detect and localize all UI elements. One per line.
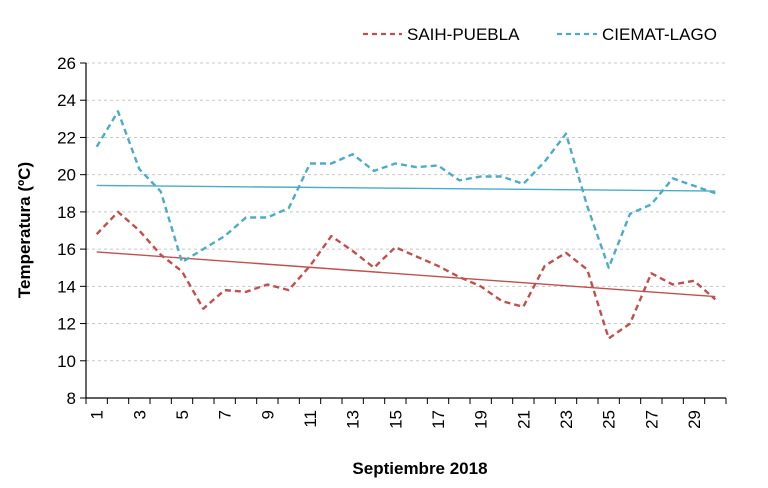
x-tick-label: 3 <box>130 410 149 419</box>
y-tick-label: 16 <box>57 240 76 259</box>
axes <box>80 62 727 404</box>
x-tick-label: 21 <box>514 410 533 429</box>
y-tick-label: 22 <box>57 128 76 147</box>
y-tick-label: 24 <box>57 91 76 110</box>
gridlines <box>86 62 726 362</box>
x-tick-label: 29 <box>685 410 704 429</box>
trendline-ciemat-lago <box>96 184 716 192</box>
x-tick-label: 15 <box>386 410 405 429</box>
y-axis-title: Temperatura (ºC) <box>15 162 34 298</box>
y-tick-label: 14 <box>57 277 76 296</box>
y-tick-labels: 8 10 12 14 16 18 20 22 24 26 <box>57 54 76 408</box>
x-tick-label: 5 <box>173 410 192 419</box>
series-line-ciemat-lago <box>95 110 716 269</box>
legend-item-saih-puebla: SAIH-PUEBLA <box>363 25 520 44</box>
x-axis-title: Septiembre 2018 <box>352 459 487 478</box>
y-tick-label: 10 <box>57 352 76 371</box>
x-tick-labels: 1 3 5 7 9 11 13 15 17 19 21 23 25 27 29 <box>88 410 704 429</box>
series-lines <box>95 110 717 340</box>
x-tick-label: 1 <box>88 410 107 419</box>
x-tick-label: 13 <box>344 410 363 429</box>
series-line-saih-puebla <box>95 210 717 340</box>
legend-label-saih-puebla: SAIH-PUEBLA <box>407 25 520 44</box>
y-tick-label: 20 <box>57 166 76 185</box>
x-tick-label: 9 <box>258 410 277 419</box>
y-tick-label: 12 <box>57 315 76 334</box>
legend-item-ciemat-lago: CIEMAT-LAGO <box>557 25 717 44</box>
x-tick-label: 23 <box>557 410 576 429</box>
trendlines <box>96 184 716 298</box>
y-tick-label: 26 <box>57 54 76 73</box>
x-tick-label: 17 <box>429 410 448 429</box>
trendline-saih-puebla <box>96 251 716 298</box>
legend: SAIH-PUEBLA CIEMAT-LAGO <box>363 25 717 44</box>
y-tick-label: 18 <box>57 203 76 222</box>
x-tick-label: 19 <box>472 410 491 429</box>
x-tick-label: 25 <box>600 410 619 429</box>
y-tick-label: 8 <box>67 389 76 408</box>
legend-label-ciemat-lago: CIEMAT-LAGO <box>602 25 717 44</box>
x-tick-label: 7 <box>216 410 235 419</box>
x-tick-label: 27 <box>642 410 661 429</box>
x-tick-label: 11 <box>301 410 320 428</box>
